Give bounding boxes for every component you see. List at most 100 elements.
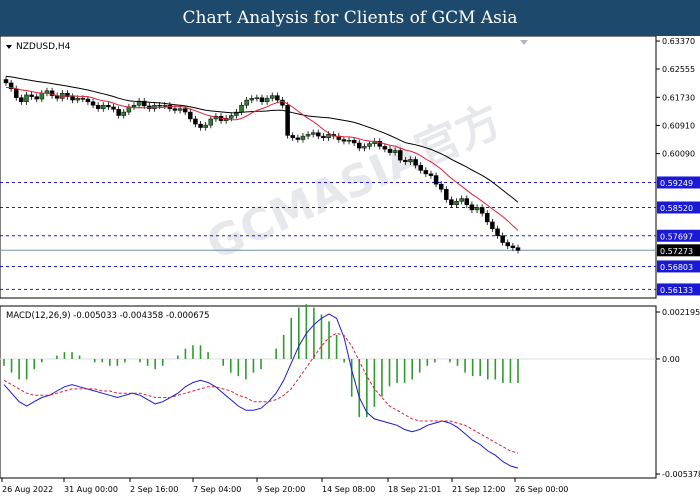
candle-body-83: [428, 173, 434, 176]
candle-body-39: [203, 124, 208, 128]
candle-body-55: [285, 104, 290, 136]
candle-body-69: [357, 142, 362, 149]
candle-body-70: [362, 146, 367, 149]
support-resistance-levels: 0.59249 0.58520 0.57697 0.56803 0.56133: [0, 176, 700, 296]
candle-body-34: [177, 108, 183, 111]
candle-body-97: [500, 235, 505, 243]
time-tick-label-5: 14 Sep 08:00: [322, 485, 375, 494]
chart-container: GCMASIA官方 0.59249 0.58520 0.57697 0.56803 0.…: [0, 35, 700, 500]
candle-body-99: [510, 245, 516, 248]
candle-body-68: [351, 139, 357, 144]
candle-body-37: [193, 118, 198, 125]
macd-panel: [0, 305, 657, 479]
candle-body-13: [70, 96, 75, 101]
level-label-2: 0.57697: [660, 232, 693, 241]
candle-body-57: [295, 137, 301, 140]
candle-body-31: [162, 104, 167, 107]
candle-body-44: [229, 115, 234, 119]
candle-body-54: [280, 99, 285, 106]
candle-body-78: [403, 159, 408, 163]
candle-body-2: [13, 88, 19, 98]
price-tick-label-2: 0.61730: [662, 93, 695, 102]
candle-body-21: [111, 106, 116, 110]
time-tick-label-2: 2 Sep 16:00: [130, 485, 178, 494]
sma-slow-line: [5, 75, 519, 203]
candle-body-96: [495, 228, 500, 236]
level-tag-0: [657, 176, 700, 189]
candle-body-0: [3, 79, 9, 84]
price-chart[interactable]: GCMASIA官方 0.592490.585200.576970.568030.…: [0, 35, 700, 500]
candle-body-60: [310, 132, 316, 135]
candle-body-52: [269, 95, 275, 99]
candle-body-22: [116, 109, 121, 116]
candle-body-29: [152, 104, 157, 109]
candle-body-1: [8, 82, 14, 89]
candle-body-79: [408, 159, 413, 163]
time-tick-label-8: 26 Sep 00:00: [515, 485, 568, 494]
candle-body-62: [321, 135, 326, 139]
price-panel: [0, 35, 657, 299]
macd-histogram: [3, 304, 519, 418]
candle-body-17: [90, 101, 96, 106]
level-tag-4: [657, 283, 700, 296]
time-tick-label-6: 18 Sep 21:01: [388, 485, 441, 494]
candle-body-82: [423, 170, 429, 175]
page-title-banner: Chart Analysis for Clients of GCM Asia: [0, 0, 700, 36]
candle-body-14: [75, 98, 80, 101]
candle-body-93: [479, 207, 485, 214]
candle-body-35: [182, 108, 188, 113]
candle-body-5: [29, 94, 34, 97]
sma-fast-line: [5, 87, 519, 231]
price-tick-label-4: 0.60090: [662, 150, 695, 159]
candle-body-23: [121, 111, 127, 116]
candle-body-9: [49, 90, 55, 96]
candle-body-15: [80, 98, 86, 100]
scroll-marker-icon[interactable]: [520, 40, 528, 45]
candle-body-45: [234, 111, 239, 116]
candle-body-12: [65, 92, 70, 97]
time-tick-label-7: 21 Sep 12:00: [452, 485, 505, 494]
time-tick-label-4: 9 Sep 20:00: [257, 485, 305, 494]
candle-body-36: [188, 111, 193, 120]
candle-body-94: [485, 213, 490, 223]
candle-body-18: [95, 104, 101, 109]
candle-body-51: [264, 98, 270, 103]
current-price-tag: [657, 244, 700, 257]
macd-axis: 0.002195 0.00 -0.005378: [656, 308, 700, 479]
level-tag-3: [657, 260, 700, 273]
symbol-label: NZDUSD,H4: [16, 42, 71, 52]
candle-body-86: [444, 189, 449, 200]
candle-body-92: [474, 207, 480, 211]
candle-body-71: [367, 143, 372, 147]
candle-body-50: [259, 97, 265, 103]
current-price-line: 0.57273: [0, 244, 700, 257]
page-title: Chart Analysis for Clients of GCM Asia: [182, 8, 518, 28]
level-label-0: 0.59249: [660, 179, 693, 188]
candle-body-85: [438, 183, 444, 190]
price-tick-label-1: 0.62555: [662, 65, 695, 74]
candle-body-67: [346, 139, 352, 142]
candlesticks: [3, 76, 521, 254]
moving-averages: [5, 75, 519, 231]
candle-body-75: [387, 148, 393, 153]
macd-tick-label-2: -0.005378: [662, 470, 700, 479]
time-tick-label-1: 31 Aug 00:00: [64, 485, 118, 494]
candle-body-77: [397, 150, 403, 161]
candle-body-89: [459, 198, 464, 202]
macd-line: [3, 313, 519, 469]
candle-body-47: [244, 99, 249, 106]
candle-body-87: [449, 199, 454, 206]
current-price-label: 0.57273: [660, 247, 693, 256]
candle-body-33: [172, 108, 178, 111]
candle-body-19: [101, 104, 106, 109]
candle-body-46: [239, 104, 244, 113]
candle-body-30: [157, 104, 162, 107]
candle-body-3: [19, 97, 24, 103]
symbol-dropdown-icon[interactable]: [6, 45, 12, 49]
candle-body-56: [290, 135, 295, 139]
candle-body-58: [300, 135, 306, 140]
time-tick-label-3: 7 Sep 04:00: [193, 485, 241, 494]
price-tick-label-0: 0.63370: [662, 37, 695, 46]
candle-body-48: [249, 98, 255, 101]
macd-tick-label-0: 0.002195: [662, 308, 700, 317]
